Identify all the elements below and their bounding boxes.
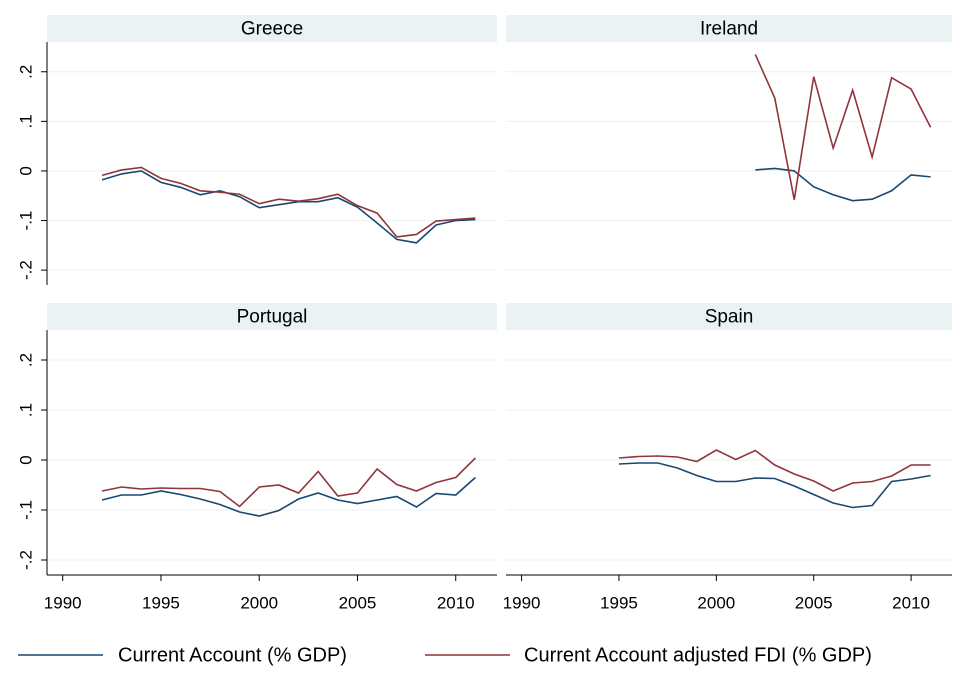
series-line <box>101 166 476 238</box>
series-line <box>618 462 931 509</box>
series-line <box>754 54 932 200</box>
panel-header <box>47 303 497 330</box>
series-line <box>755 167 931 202</box>
legend-label: Current Account (% GDP) <box>118 644 347 666</box>
panel-title: Greece <box>241 19 303 40</box>
x-tick-label: 2000 <box>697 593 735 612</box>
series-line <box>101 457 476 508</box>
y-tick-label: -.2 <box>16 550 35 570</box>
y-tick-label: -.1 <box>16 500 35 520</box>
panel-header <box>506 15 952 42</box>
y-tick-label: .1 <box>16 403 35 417</box>
x-tick-label: 2010 <box>892 593 930 612</box>
panel-header <box>506 303 952 330</box>
panel-title: Portugal <box>237 307 308 328</box>
y-tick-label: 0 <box>16 455 35 464</box>
legend-label: Current Account adjusted FDI (% GDP) <box>524 644 872 666</box>
panel-title: Spain <box>705 307 754 328</box>
y-tick-label: -.1 <box>16 211 35 231</box>
series-line <box>618 449 931 492</box>
x-tick-label: 1995 <box>600 593 638 612</box>
y-tick-label: 0 <box>16 166 35 175</box>
panel-header <box>47 15 497 42</box>
x-tick-label: 1990 <box>503 593 541 612</box>
y-tick-label: .1 <box>16 114 35 128</box>
series-line <box>101 170 476 244</box>
panel-title: Ireland <box>700 19 758 40</box>
x-tick-label: 2005 <box>795 593 833 612</box>
x-tick-label: 2005 <box>339 593 377 612</box>
y-tick-label: -.2 <box>16 260 35 280</box>
x-tick-label: 1990 <box>44 593 82 612</box>
x-tick-label: 1995 <box>142 593 180 612</box>
y-tick-label: .2 <box>16 353 35 367</box>
series-line <box>101 476 476 517</box>
y-tick-label: .2 <box>16 65 35 79</box>
x-tick-label: 2000 <box>240 593 278 612</box>
x-tick-label: 2010 <box>437 593 475 612</box>
